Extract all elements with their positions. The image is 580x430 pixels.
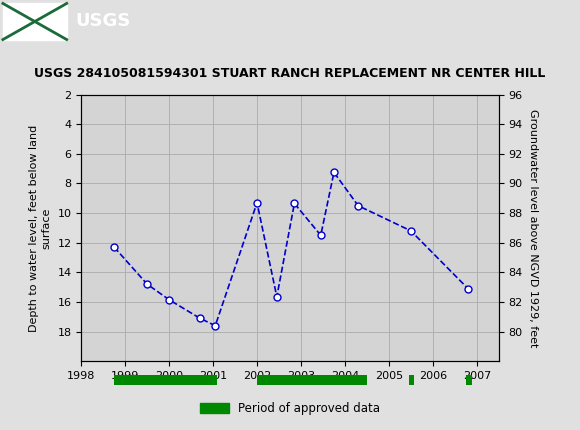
Text: USGS 284105081594301 STUART RANCH REPLACEMENT NR CENTER HILL: USGS 284105081594301 STUART RANCH REPLAC… [34,67,546,80]
Y-axis label: Groundwater level above NGVD 1929, feet: Groundwater level above NGVD 1929, feet [528,109,538,347]
Text: USGS: USGS [75,12,130,31]
FancyBboxPatch shape [3,3,67,40]
Legend: Period of approved data: Period of approved data [195,397,385,420]
Y-axis label: Depth to water level, feet below land
surface: Depth to water level, feet below land su… [30,124,52,332]
